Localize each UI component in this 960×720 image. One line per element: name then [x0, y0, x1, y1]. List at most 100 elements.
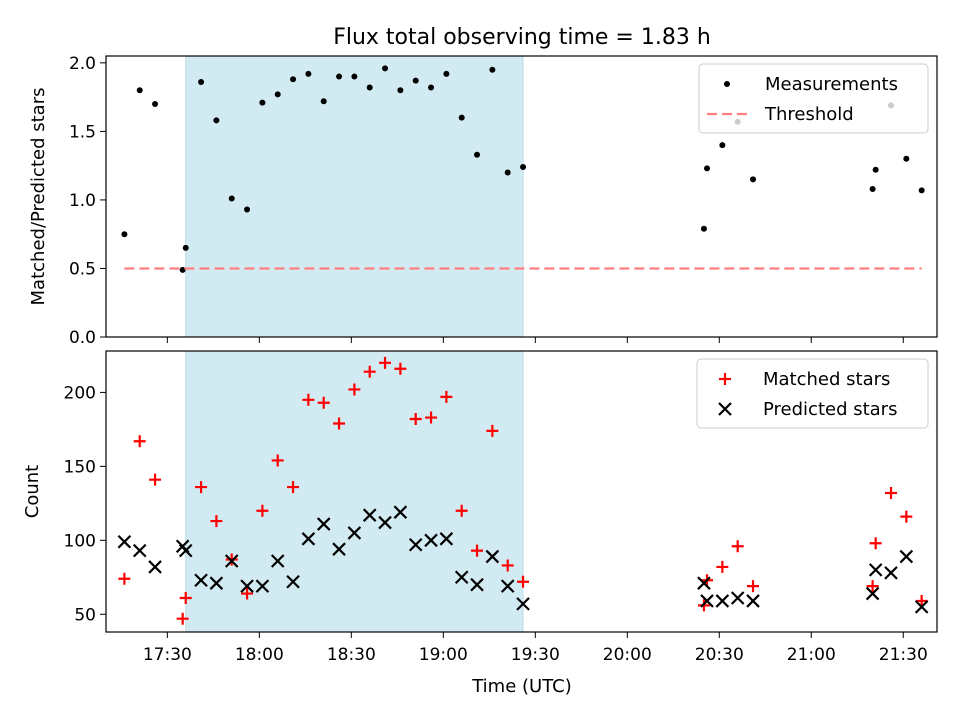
matched-star-point-30 — [731, 540, 744, 553]
predicted-star-point-17 — [378, 515, 392, 530]
measurement-point-25 — [504, 169, 511, 176]
x-tick-label-7: 21:00 — [787, 645, 836, 665]
predicted-star-point-8 — [240, 579, 254, 593]
predicted-star-point-35 — [899, 549, 914, 564]
top-axes-frame — [105, 55, 938, 338]
legend-measurements-marker — [724, 81, 730, 87]
matched-star-point-12 — [302, 393, 315, 406]
measurement-point-16 — [366, 84, 373, 91]
top-y-axis-label: Matched/Predicted stars — [28, 88, 49, 306]
matched-star-point-15 — [348, 383, 361, 396]
matched-star-point-14 — [333, 417, 346, 430]
bottom-y-tick-label-2: 150 — [64, 457, 96, 477]
matched-star-point-6 — [210, 515, 223, 528]
matched-star-point-0 — [118, 572, 131, 585]
x-tick-label-8: 21:30 — [879, 645, 928, 665]
predicted-star-point-32 — [865, 586, 880, 601]
measurement-point-11 — [290, 76, 297, 83]
matched-star-point-24 — [486, 424, 499, 437]
matched-star-point-22 — [455, 504, 468, 517]
bottom-legend-label-0: Matched stars — [763, 369, 890, 390]
measurement-point-19 — [412, 77, 419, 84]
bottom-y-tick-label-0: 50 — [74, 605, 96, 625]
top-y-tick-label-0: 0.0 — [69, 328, 96, 348]
matched-star-point-29 — [716, 560, 729, 573]
predicted-star-point-13 — [316, 517, 331, 531]
bottom-y-tick-label-3: 200 — [64, 383, 96, 403]
x-tick-label-2: 18:30 — [327, 645, 376, 665]
top-legend-box — [698, 63, 929, 134]
measurement-point-10 — [274, 91, 281, 98]
predicted-star-point-21 — [439, 532, 454, 546]
matched-star-point-9 — [256, 504, 269, 517]
predicted-star-point-15 — [347, 526, 362, 540]
measurement-point-2 — [152, 100, 159, 107]
measurement-point-22 — [458, 114, 465, 121]
predicted-star-point-7 — [224, 554, 239, 568]
measurement-point-36 — [918, 187, 925, 194]
matched-star-point-36 — [915, 594, 928, 607]
predicted-star-point-31 — [746, 594, 760, 608]
predicted-star-point-5 — [194, 573, 208, 588]
bottom-legend-label-1: Predicted stars — [763, 399, 897, 420]
measurement-point-14 — [336, 73, 343, 80]
predicted-star-point-11 — [286, 574, 300, 589]
bottom-legend-box — [696, 358, 929, 429]
predicted-star-point-33 — [868, 563, 883, 577]
predicted-star-point-6 — [209, 576, 224, 590]
measurement-point-3 — [179, 266, 186, 273]
measurement-point-28 — [704, 165, 711, 172]
legend-predicted-marker — [718, 402, 732, 416]
matched-star-point-25 — [501, 559, 514, 572]
top-y-tick-label-2: 1.0 — [69, 191, 96, 211]
measurement-point-12 — [305, 70, 312, 77]
measurement-point-1 — [136, 87, 143, 94]
matched-star-point-3 — [176, 612, 189, 625]
predicted-star-point-2 — [148, 560, 162, 574]
predicted-star-point-10 — [270, 554, 285, 568]
matched-star-point-35 — [900, 510, 913, 523]
measurement-point-26 — [520, 164, 527, 171]
bottom-panel-counts: 50 100 150 200 17:30 18:00 18:30 19:00 19:30 20:0… — [22, 350, 938, 665]
bottom-legend: Matched stars Predicted stars — [696, 358, 929, 429]
predicted-star-point-14 — [332, 542, 346, 556]
matched-star-point-32 — [866, 580, 879, 593]
matched-star-point-16 — [363, 365, 376, 378]
predicted-star-point-18 — [393, 505, 408, 519]
bottom-y-axis-label: Count — [22, 465, 43, 518]
measurement-point-7 — [228, 195, 235, 202]
measurement-point-31 — [750, 176, 757, 183]
predicted-star-point-1 — [132, 543, 147, 558]
matched-star-point-5 — [195, 481, 208, 494]
matched-star-point-33 — [869, 537, 882, 550]
measurement-point-20 — [428, 84, 435, 91]
top-legend-label-1: Threshold — [764, 104, 854, 125]
predicted-star-point-30 — [730, 591, 745, 605]
top-highlight-span — [185, 55, 524, 338]
predicted-star-point-19 — [408, 537, 423, 552]
predicted-star-point-29 — [715, 594, 730, 608]
matched-star-point-4 — [179, 591, 192, 604]
x-tick-label-6: 20:30 — [695, 645, 744, 665]
measurement-point-33 — [872, 166, 879, 173]
top-y-tick-label-1: 0.5 — [69, 259, 96, 279]
matched-star-point-20 — [425, 411, 438, 424]
x-tick-label-1: 18:00 — [235, 645, 284, 665]
x-tick-label-5: 20:00 — [603, 645, 652, 665]
matched-star-point-10 — [271, 454, 284, 467]
matched-star-point-21 — [440, 390, 453, 403]
top-legend-label-0: Measurements — [765, 74, 898, 95]
predicted-star-point-23 — [470, 577, 484, 592]
matched-star-point-18 — [394, 362, 407, 375]
measurement-point-9 — [259, 99, 266, 106]
predicted-star-point-9 — [255, 579, 270, 593]
predicted-star-point-20 — [424, 533, 438, 548]
x-tick-label-3: 19:00 — [419, 645, 468, 665]
matched-star-point-19 — [409, 413, 422, 426]
predicted-star-point-0 — [117, 535, 132, 549]
matched-star-point-13 — [317, 396, 330, 409]
matched-star-point-8 — [241, 587, 254, 600]
measurement-point-6 — [213, 117, 220, 124]
matched-star-point-26 — [517, 575, 530, 588]
measurement-point-29 — [719, 142, 726, 149]
